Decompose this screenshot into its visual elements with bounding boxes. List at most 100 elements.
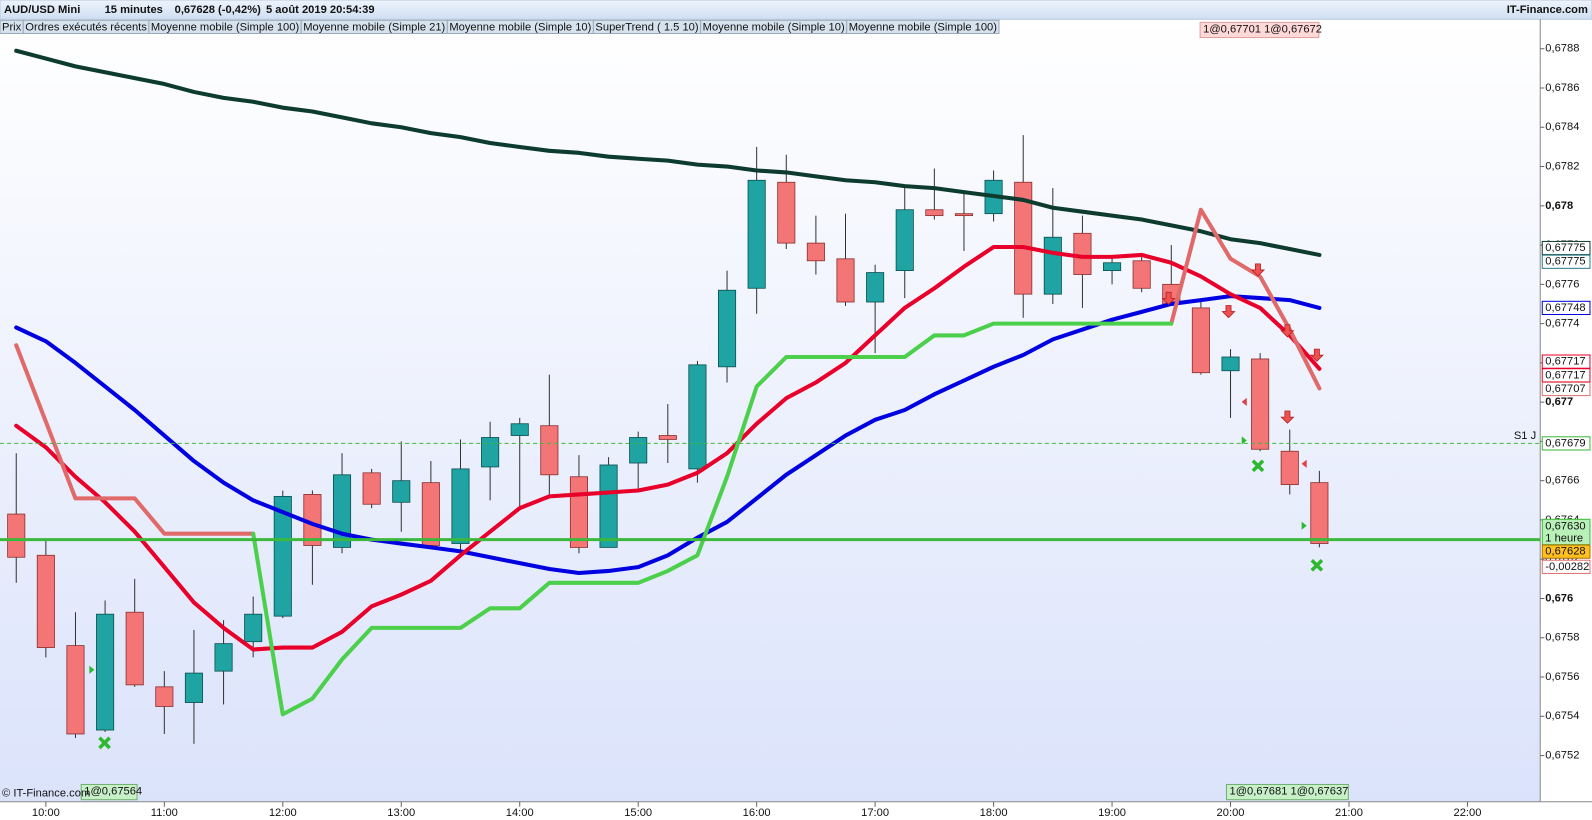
level-label-box xyxy=(1541,436,1591,451)
indicator-label: Moyenne mobile (Simple 10) xyxy=(449,21,591,33)
indicator-label: Moyenne mobile (Simple 100) xyxy=(849,21,998,33)
order-annotation: 1@0,67701 1@0,67672 xyxy=(1203,23,1322,35)
execution-mark xyxy=(1251,459,1265,473)
order-marker xyxy=(89,665,95,674)
candle-body xyxy=(1014,181,1033,295)
candle-body xyxy=(155,686,174,707)
price-label: 0,67717 xyxy=(1545,356,1585,368)
x-tick-label: 13:00 xyxy=(387,807,415,819)
sell-signal xyxy=(1280,324,1295,338)
candle-body xyxy=(777,181,796,244)
candle-body xyxy=(1251,358,1270,450)
indicator-label: Moyenne mobile (Simple 21) xyxy=(303,21,445,33)
x-tick-label: 12:00 xyxy=(269,807,297,819)
order-marker xyxy=(1241,436,1247,445)
candle-body xyxy=(392,480,411,503)
candle-body xyxy=(244,613,263,643)
candle-body xyxy=(362,472,381,505)
candle-body xyxy=(36,554,55,648)
indicator-line xyxy=(14,207,1322,536)
indicator-label: Moyenne mobile (Simple 100) xyxy=(151,21,300,33)
candle-body xyxy=(1103,262,1122,272)
y-tick-label: 0,6774 xyxy=(1545,318,1579,330)
y-tick-label: 0,6782 xyxy=(1545,160,1579,172)
candle-body xyxy=(332,474,352,548)
candle-body xyxy=(451,468,470,544)
price-label-box xyxy=(1541,381,1591,397)
order-annotation-box xyxy=(1225,783,1349,801)
order-marker xyxy=(1301,459,1307,468)
candle-body xyxy=(1043,236,1062,295)
sell-signal xyxy=(1221,305,1236,319)
copyright: © IT-Finance.com xyxy=(2,788,90,800)
candle-body xyxy=(629,437,648,464)
order-marker xyxy=(1301,521,1307,530)
quote: 0,67628 (-0,42%) xyxy=(175,4,262,16)
indicator-label: Prix xyxy=(2,21,22,33)
change: -0,00282 xyxy=(1545,561,1589,573)
order-marker xyxy=(1241,397,1247,406)
candle-body xyxy=(7,513,26,558)
execution-mark xyxy=(98,736,111,750)
candle-body xyxy=(1310,482,1329,544)
indicator-line xyxy=(14,244,1322,652)
change-box xyxy=(1541,559,1591,574)
candle-body xyxy=(747,179,766,289)
order-annotation-box xyxy=(1199,21,1320,39)
x-tick-label: 11:00 xyxy=(151,807,178,819)
candle-body xyxy=(1132,260,1151,289)
y-tick-label: 0,678 xyxy=(1545,200,1573,212)
candle-body xyxy=(658,435,677,440)
price-label: 0,67775 xyxy=(1545,242,1585,254)
x-tick-label: 14:00 xyxy=(506,807,534,819)
candle-body xyxy=(273,495,292,617)
price-label-box xyxy=(1541,254,1591,269)
indicator-label: Ordres exécutés récents xyxy=(25,21,147,33)
candle-body xyxy=(481,437,500,468)
price-label: 0,67775 xyxy=(1545,256,1585,268)
x-tick-label: 19:00 xyxy=(1098,807,1126,819)
candle-body xyxy=(1191,307,1210,374)
y-tick-label: 0,6752 xyxy=(1545,750,1579,762)
indicator-strip: Prix Ordres exécutés récents Moyenne mobil… xyxy=(0,19,1000,34)
candle-body xyxy=(540,425,559,476)
candle-body xyxy=(1073,232,1092,275)
candle-body xyxy=(836,258,855,303)
y-tick-label: 0,677 xyxy=(1545,396,1573,408)
candle-body xyxy=(184,672,203,703)
datetime: 5 août 2019 20:54:39 xyxy=(266,4,375,16)
indicator-box xyxy=(846,19,1000,34)
level-note: 1 heure xyxy=(1545,533,1583,545)
candle-body xyxy=(1280,450,1299,486)
candle-body xyxy=(1221,356,1240,372)
level-label: 0,67679 xyxy=(1545,437,1585,449)
candle-body xyxy=(599,464,618,548)
order-annotation: 1@0,67681 1@0,67637 xyxy=(1230,786,1349,798)
x-tick-label: 21:00 xyxy=(1335,807,1363,819)
candle-body xyxy=(688,364,707,470)
y-tick-label: 0,6758 xyxy=(1545,632,1579,644)
symbol: AUD/USD Mini xyxy=(4,4,80,16)
y-tick-label: 0,6776 xyxy=(1545,278,1579,290)
last-price: 0,67628 xyxy=(1545,546,1585,558)
price-label: 0,67717 xyxy=(1545,369,1585,381)
x-tick-label: 16:00 xyxy=(743,807,771,819)
price-label-box xyxy=(1541,300,1591,316)
sell-signal xyxy=(1161,291,1176,306)
candle-body xyxy=(954,213,974,217)
sell-signal xyxy=(1309,348,1324,362)
brand: IT-Finance.com xyxy=(1507,4,1588,16)
x-tick-label: 22:00 xyxy=(1453,807,1481,819)
sell-signal xyxy=(1280,410,1295,424)
x-tick-label: 10:00 xyxy=(32,807,60,819)
indicator-line xyxy=(251,321,1174,717)
y-tick-label: 0,6788 xyxy=(1545,43,1579,55)
plot xyxy=(14,48,1322,717)
header-bar xyxy=(0,0,1592,20)
y-tick-label: 0,6756 xyxy=(1545,671,1579,683)
candle-body xyxy=(96,613,115,731)
order-annotation-box xyxy=(80,783,138,801)
y-tick-label: 0,6766 xyxy=(1545,475,1579,487)
order-annotation: 1@0,67564 xyxy=(84,786,142,798)
sell-signal xyxy=(1250,263,1266,277)
